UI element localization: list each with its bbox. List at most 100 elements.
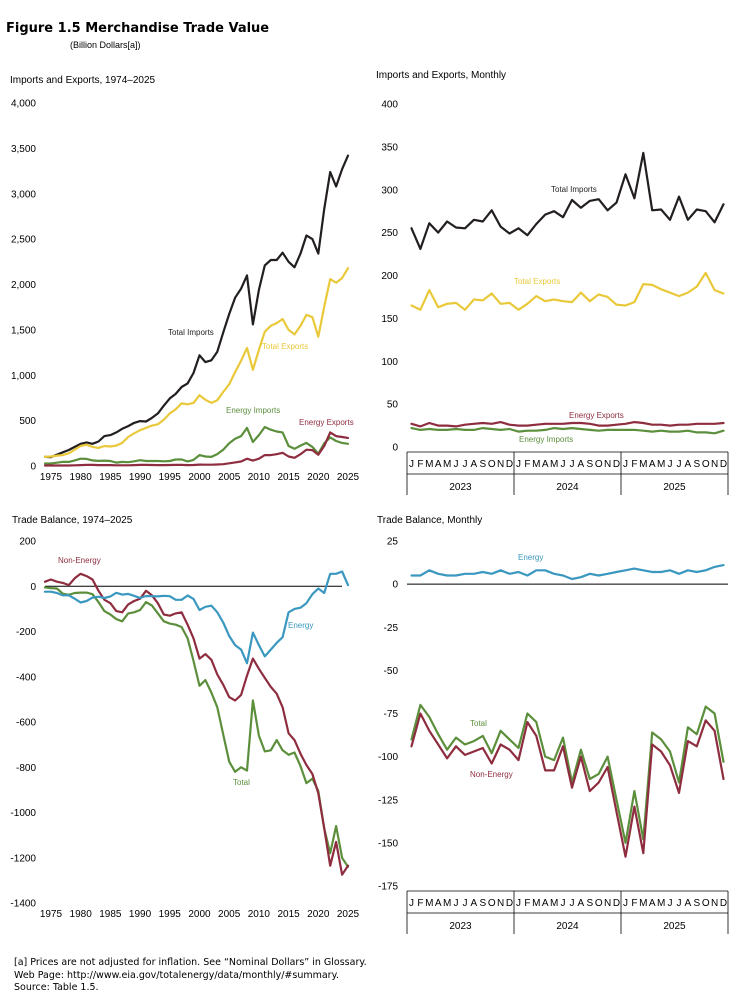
x-tick-label: 1975 (40, 472, 63, 483)
x-tick-label: 1980 (70, 909, 93, 920)
month-tick-label: J (668, 898, 673, 909)
month-tick-label: A (542, 459, 549, 470)
month-tick-label: O (488, 898, 496, 909)
y-tick-label: 350 (381, 142, 398, 153)
month-tick-label: J (623, 459, 628, 470)
month-tick-label: S (586, 898, 593, 909)
series-label-energy: Energy (288, 621, 313, 630)
y-tick-label: 100 (381, 357, 398, 368)
y-tick-label: -1200 (10, 853, 36, 864)
year-tick-label: 2023 (449, 921, 472, 932)
month-tick-label: S (479, 459, 486, 470)
month-tick-label: J (409, 459, 414, 470)
x-tick-label: 2005 (218, 909, 241, 920)
x-tick-label: 1975 (40, 909, 63, 920)
month-tick-label: N (497, 459, 504, 470)
month-tick-label: N (604, 898, 611, 909)
month-tick-label: F (417, 459, 423, 470)
month-tick-label: M (425, 459, 433, 470)
chart-title: Trade Balance, 1974–2025 (12, 515, 133, 526)
x-tick-label: 2025 (337, 909, 360, 920)
x-tick-label: 1985 (99, 909, 122, 920)
x-tick-label: 1995 (159, 472, 182, 483)
month-tick-label: N (711, 459, 718, 470)
y-tick-label: 400 (381, 100, 398, 111)
month-tick-label: F (631, 898, 637, 909)
month-tick-label: M (425, 898, 433, 909)
series-line-energy (43, 570, 350, 665)
y-tick-label: 3,000 (11, 189, 36, 200)
x-tick-label: 2010 (248, 909, 271, 920)
y-tick-label: 2,500 (11, 235, 36, 246)
series-line-non-energy (43, 572, 350, 876)
series-line-energy-imports (410, 427, 725, 435)
month-tick-label: M (443, 459, 451, 470)
y-tick-label: 0 (392, 580, 398, 591)
x-tick-label: 2020 (307, 909, 330, 920)
y-tick-label: 500 (19, 416, 36, 427)
y-tick-label: 300 (381, 185, 398, 196)
series-label-total-imports: Total Imports (551, 185, 597, 194)
month-tick-label: J (516, 898, 521, 909)
series-line-total (410, 703, 725, 845)
month-tick-label: J (516, 459, 521, 470)
y-tick-label: -175 (378, 882, 398, 893)
month-tick-label: O (595, 459, 603, 470)
year-tick-label: 2025 (663, 921, 686, 932)
series-line-non-energy (410, 712, 725, 858)
y-tick-label: -1400 (10, 899, 36, 910)
y-tick-label: -25 (384, 623, 399, 634)
y-tick-label: -200 (16, 627, 36, 638)
chart-title: Trade Balance, Monthly (377, 515, 482, 526)
month-tick-label: S (586, 459, 593, 470)
month-tick-label: D (613, 459, 620, 470)
footnote-inflation: [a] Prices are not adjusted for inflatio… (14, 957, 367, 968)
year-tick-label: 2024 (556, 482, 579, 493)
x-tick-label: 2000 (188, 472, 211, 483)
series-line-energy-exports (43, 431, 350, 467)
month-tick-label: N (604, 459, 611, 470)
x-tick-label: 2015 (277, 472, 300, 483)
y-tick-label: 0 (30, 582, 36, 593)
month-tick-label: A (649, 459, 656, 470)
series-label-energy-imports: Energy Imports (519, 435, 573, 444)
y-tick-label: -100 (378, 752, 398, 763)
month-tick-label: S (693, 898, 700, 909)
series-label-total: Total (233, 778, 250, 787)
x-tick-label: 1985 (99, 472, 122, 483)
series-label-energy: Energy (518, 553, 543, 562)
footnotes: [a] Prices are not adjusted for inflatio… (14, 957, 367, 995)
month-tick-label: M (657, 898, 665, 909)
y-tick-label: -75 (384, 709, 399, 720)
month-tick-label: D (720, 459, 727, 470)
y-tick-label: 200 (381, 271, 398, 282)
y-tick-label: -150 (378, 838, 398, 849)
month-tick-label: J (561, 459, 566, 470)
x-tick-label: 1990 (129, 909, 152, 920)
series-line-total-imports (410, 151, 725, 250)
month-tick-label: M (639, 898, 647, 909)
series-label-total-imports: Total Imports (168, 328, 214, 337)
month-tick-label: D (506, 459, 513, 470)
month-tick-label: S (693, 459, 700, 470)
series-line-total-imports (43, 154, 350, 459)
month-tick-label: D (613, 898, 620, 909)
month-tick-label: A (435, 459, 442, 470)
month-tick-label: M (657, 459, 665, 470)
series-line-energy-imports (43, 425, 350, 465)
series-line-energy (410, 563, 725, 581)
y-tick-label: -50 (384, 666, 399, 677)
y-tick-label: 1,000 (11, 371, 36, 382)
x-tick-label: 1995 (159, 909, 182, 920)
series-line-total-exports (410, 271, 725, 311)
month-tick-label: A (435, 898, 442, 909)
figure-subtitle: (Billion Dollars[a]) (70, 40, 141, 50)
month-tick-label: J (676, 898, 681, 909)
y-tick-label: -800 (16, 763, 36, 774)
month-tick-label: J (569, 459, 574, 470)
month-tick-label: A (578, 898, 585, 909)
month-tick-label: J (668, 459, 673, 470)
